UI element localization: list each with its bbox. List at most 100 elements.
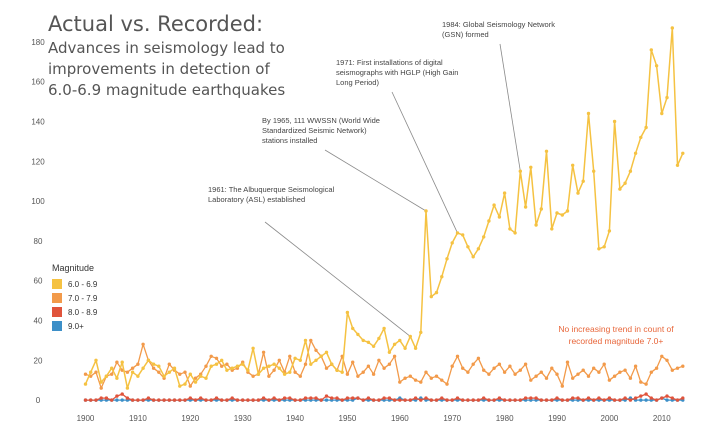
data-point — [214, 396, 219, 400]
legend-title: Magnitude — [52, 263, 95, 273]
data-point — [136, 398, 140, 402]
data-point — [644, 125, 648, 130]
data-point — [592, 169, 596, 173]
data-point — [440, 396, 444, 400]
data-point — [99, 386, 103, 390]
data-point — [560, 384, 564, 388]
data-point — [125, 396, 130, 400]
data-point — [565, 209, 570, 213]
data-point — [628, 169, 633, 173]
data-point — [340, 370, 344, 374]
data-point — [361, 398, 365, 402]
data-point — [581, 398, 585, 402]
data-point — [261, 396, 266, 400]
data-point — [382, 326, 386, 331]
data-point — [571, 163, 575, 167]
data-point — [665, 95, 669, 100]
data-point — [618, 370, 622, 374]
data-point — [94, 398, 98, 402]
data-point — [529, 396, 533, 400]
data-point — [220, 358, 224, 362]
x-tick-label: 1930 — [234, 414, 252, 423]
x-tick-label: 1960 — [391, 414, 409, 423]
data-point — [125, 386, 130, 390]
data-point — [235, 364, 240, 368]
y-tick-label: 40 — [34, 316, 43, 325]
data-point — [267, 374, 271, 378]
data-point — [141, 342, 145, 346]
data-point — [403, 398, 407, 402]
data-point — [377, 398, 381, 402]
data-point — [241, 362, 245, 366]
data-point — [83, 398, 88, 402]
data-point — [440, 275, 444, 279]
data-point — [576, 396, 580, 400]
data-point — [670, 396, 674, 400]
data-point — [445, 398, 449, 402]
data-point — [293, 370, 297, 374]
data-point — [576, 372, 580, 376]
data-point — [419, 330, 423, 335]
data-point — [560, 213, 564, 217]
data-point — [529, 378, 533, 382]
data-point — [351, 396, 355, 400]
data-point — [534, 223, 538, 227]
data-point — [361, 370, 365, 374]
data-point — [371, 372, 376, 376]
data-point — [675, 163, 680, 167]
data-point — [382, 366, 386, 370]
data-point — [146, 358, 151, 362]
y-tick-label: 100 — [31, 197, 45, 206]
data-point — [214, 356, 219, 360]
data-point — [581, 179, 585, 183]
y-tick-label: 180 — [31, 38, 45, 47]
data-point — [607, 378, 612, 382]
data-point — [382, 396, 386, 400]
data-point — [665, 358, 669, 362]
data-point — [571, 396, 575, 400]
data-point — [497, 396, 502, 400]
x-tick-label: 2000 — [601, 414, 619, 423]
data-point — [246, 368, 250, 372]
data-point — [434, 374, 439, 378]
data-point — [366, 396, 371, 400]
data-point — [120, 360, 124, 364]
legend-item: 8.0 - 8.9 — [52, 305, 97, 319]
data-point — [277, 398, 281, 402]
data-point — [125, 370, 130, 374]
data-point — [324, 350, 329, 354]
data-point — [392, 354, 397, 358]
data-point — [555, 396, 559, 400]
annotation-1961: 1961: The Albuquerque Seismological Labo… — [208, 185, 335, 204]
data-point — [272, 362, 276, 366]
data-point — [387, 362, 392, 366]
data-point — [581, 368, 585, 372]
data-point — [345, 372, 350, 376]
data-point — [324, 366, 329, 370]
legend-item: 7.0 - 7.9 — [52, 291, 97, 305]
data-point — [497, 362, 502, 366]
data-point — [586, 374, 591, 378]
data-point — [256, 398, 261, 402]
data-point — [440, 378, 444, 382]
data-point — [644, 398, 648, 402]
data-point — [471, 398, 475, 402]
data-point — [508, 364, 512, 368]
data-point — [424, 370, 428, 374]
data-point — [130, 366, 135, 370]
data-point — [220, 364, 224, 368]
x-tick-label: 1910 — [129, 414, 147, 423]
data-point — [429, 376, 433, 380]
data-point — [230, 396, 234, 400]
data-point — [534, 396, 538, 400]
data-point — [167, 362, 171, 366]
data-point — [597, 370, 601, 374]
data-point — [261, 350, 266, 354]
data-point — [644, 382, 648, 386]
data-point — [335, 368, 339, 372]
data-point — [324, 398, 329, 402]
data-point — [99, 380, 103, 384]
data-point — [251, 374, 255, 378]
page-subtitle: Advances in seismology lead to improveme… — [48, 39, 286, 99]
legend-swatch — [52, 279, 62, 289]
